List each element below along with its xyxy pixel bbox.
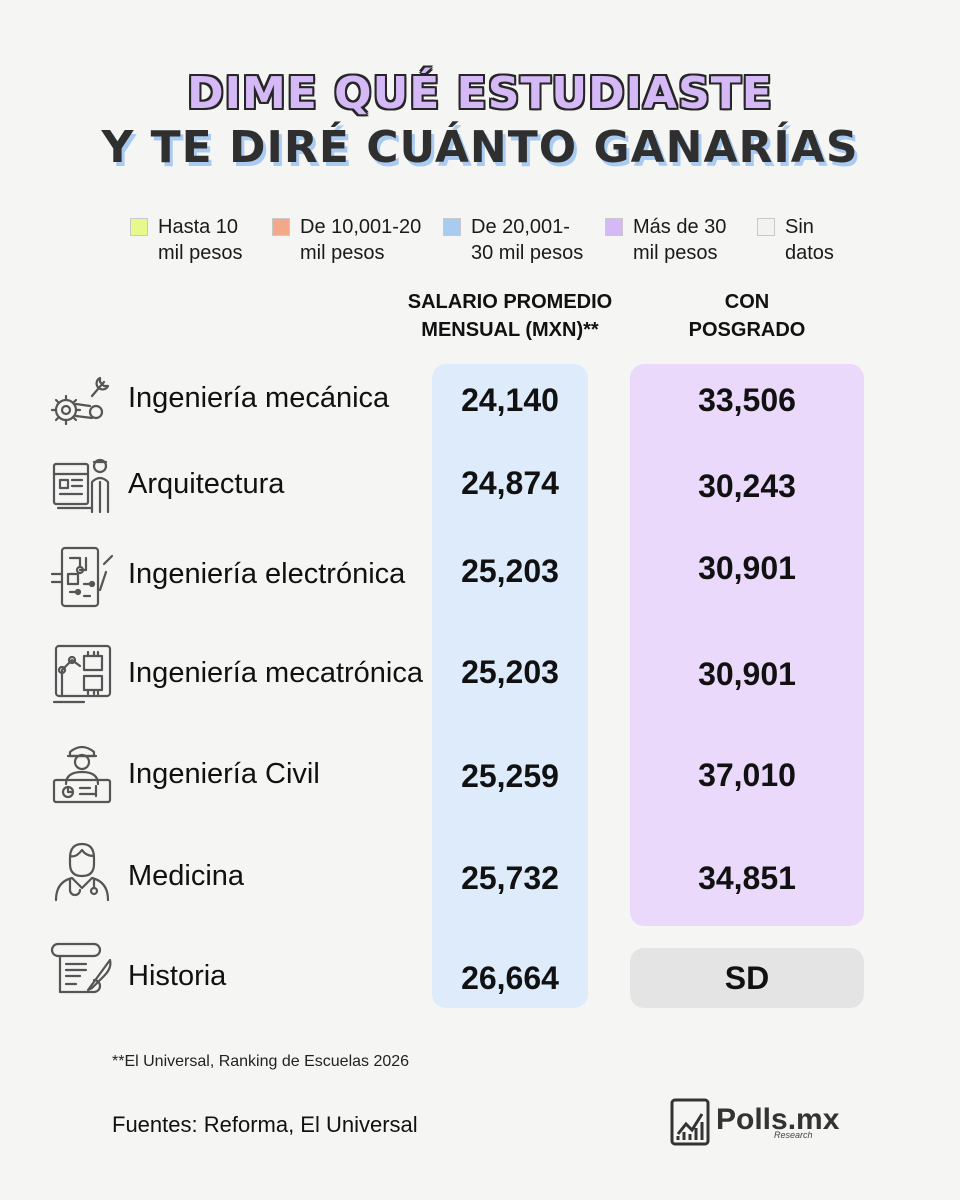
- doctor-icon: [48, 838, 116, 906]
- salary-column-panel: [432, 364, 588, 1008]
- salary-value: 25,732: [461, 860, 559, 896]
- sources: Fuentes: Reforma, El Universal: [112, 1112, 418, 1137]
- legend-label: Sin datos: [785, 216, 834, 264]
- postgrad-value: SD: [724, 960, 770, 996]
- salary-value: 25,203: [461, 654, 559, 690]
- salary-value: 26,664: [461, 960, 559, 996]
- scroll-quill-icon: [48, 936, 116, 1004]
- title-line-2: Y TE DIRÉ CUÁNTO GANARÍAS: [101, 122, 859, 173]
- salary-value: 24,140: [461, 382, 559, 418]
- footnote: **El Universal, Ranking de Escuelas 2026: [112, 1053, 410, 1070]
- robot-arm-icon: [48, 640, 116, 708]
- legend-item-mas-30: Más de 30 mil pesos: [605, 214, 726, 266]
- title-line-1: DIME QUÉ ESTUDIASTE: [187, 68, 773, 119]
- civil-engineer-icon: [48, 740, 116, 808]
- architect-icon: [48, 452, 116, 520]
- postgrad-column-panel: [630, 364, 864, 926]
- career-label: Medicina: [128, 860, 245, 892]
- postgrad-value: 34,851: [698, 860, 796, 896]
- polls-mx-logo: Polls.mx Research: [670, 1094, 839, 1146]
- legend-label: De 20,001- 30 mil pesos: [471, 216, 584, 264]
- legend-item-sin-datos: Sin datos: [757, 214, 834, 266]
- salary-value: 25,203: [461, 553, 559, 589]
- postgrad-value: 30,243: [698, 468, 796, 504]
- career-label: Arquitectura: [128, 468, 285, 500]
- legend-item-hasta-10: Hasta 10 mil pesos: [130, 214, 242, 266]
- career-label: Historia: [128, 960, 227, 992]
- logo-name: Polls.mx: [716, 1103, 840, 1136]
- career-label: Ingeniería electrónica: [128, 558, 406, 590]
- logo-sub: Research: [774, 1130, 813, 1140]
- circuit-board-icon: [48, 544, 116, 612]
- postgrad-value: 30,901: [698, 550, 796, 586]
- polls-logo-icon: [670, 1098, 710, 1146]
- legend-item-10-20: De 10,001-20 mil pesos: [272, 214, 421, 266]
- legend-label: De 10,001-20 mil pesos: [300, 216, 422, 264]
- legend-swatch: [443, 218, 461, 236]
- legend-label: Hasta 10 mil pesos: [158, 216, 243, 264]
- career-label: Ingeniería Civil: [128, 758, 320, 790]
- legend-swatch: [272, 218, 290, 236]
- legend-swatch: [130, 218, 148, 236]
- legend-item-20-30: De 20,001- 30 mil pesos: [443, 214, 583, 266]
- career-label: Ingeniería mecatrónica: [128, 657, 423, 689]
- legend-swatch: [605, 218, 623, 236]
- no-data-panel: [630, 948, 864, 1008]
- salary-value: 25,259: [461, 758, 559, 794]
- career-label: Ingeniería mecánica: [128, 382, 390, 414]
- salary-column-header: SALARIO PROMEDIO MENSUAL (MXN)**: [407, 291, 613, 341]
- postgrad-value: 33,506: [698, 382, 796, 418]
- postgrad-value: 30,901: [698, 656, 796, 692]
- legend-swatch: [757, 218, 775, 236]
- gears-wrench-icon: [48, 366, 116, 434]
- postgrad-value: 37,010: [698, 757, 796, 793]
- salary-value: 24,874: [461, 465, 559, 501]
- postgrad-column-header: CON POSGRADO: [688, 291, 806, 341]
- legend-label: Más de 30 mil pesos: [633, 216, 727, 264]
